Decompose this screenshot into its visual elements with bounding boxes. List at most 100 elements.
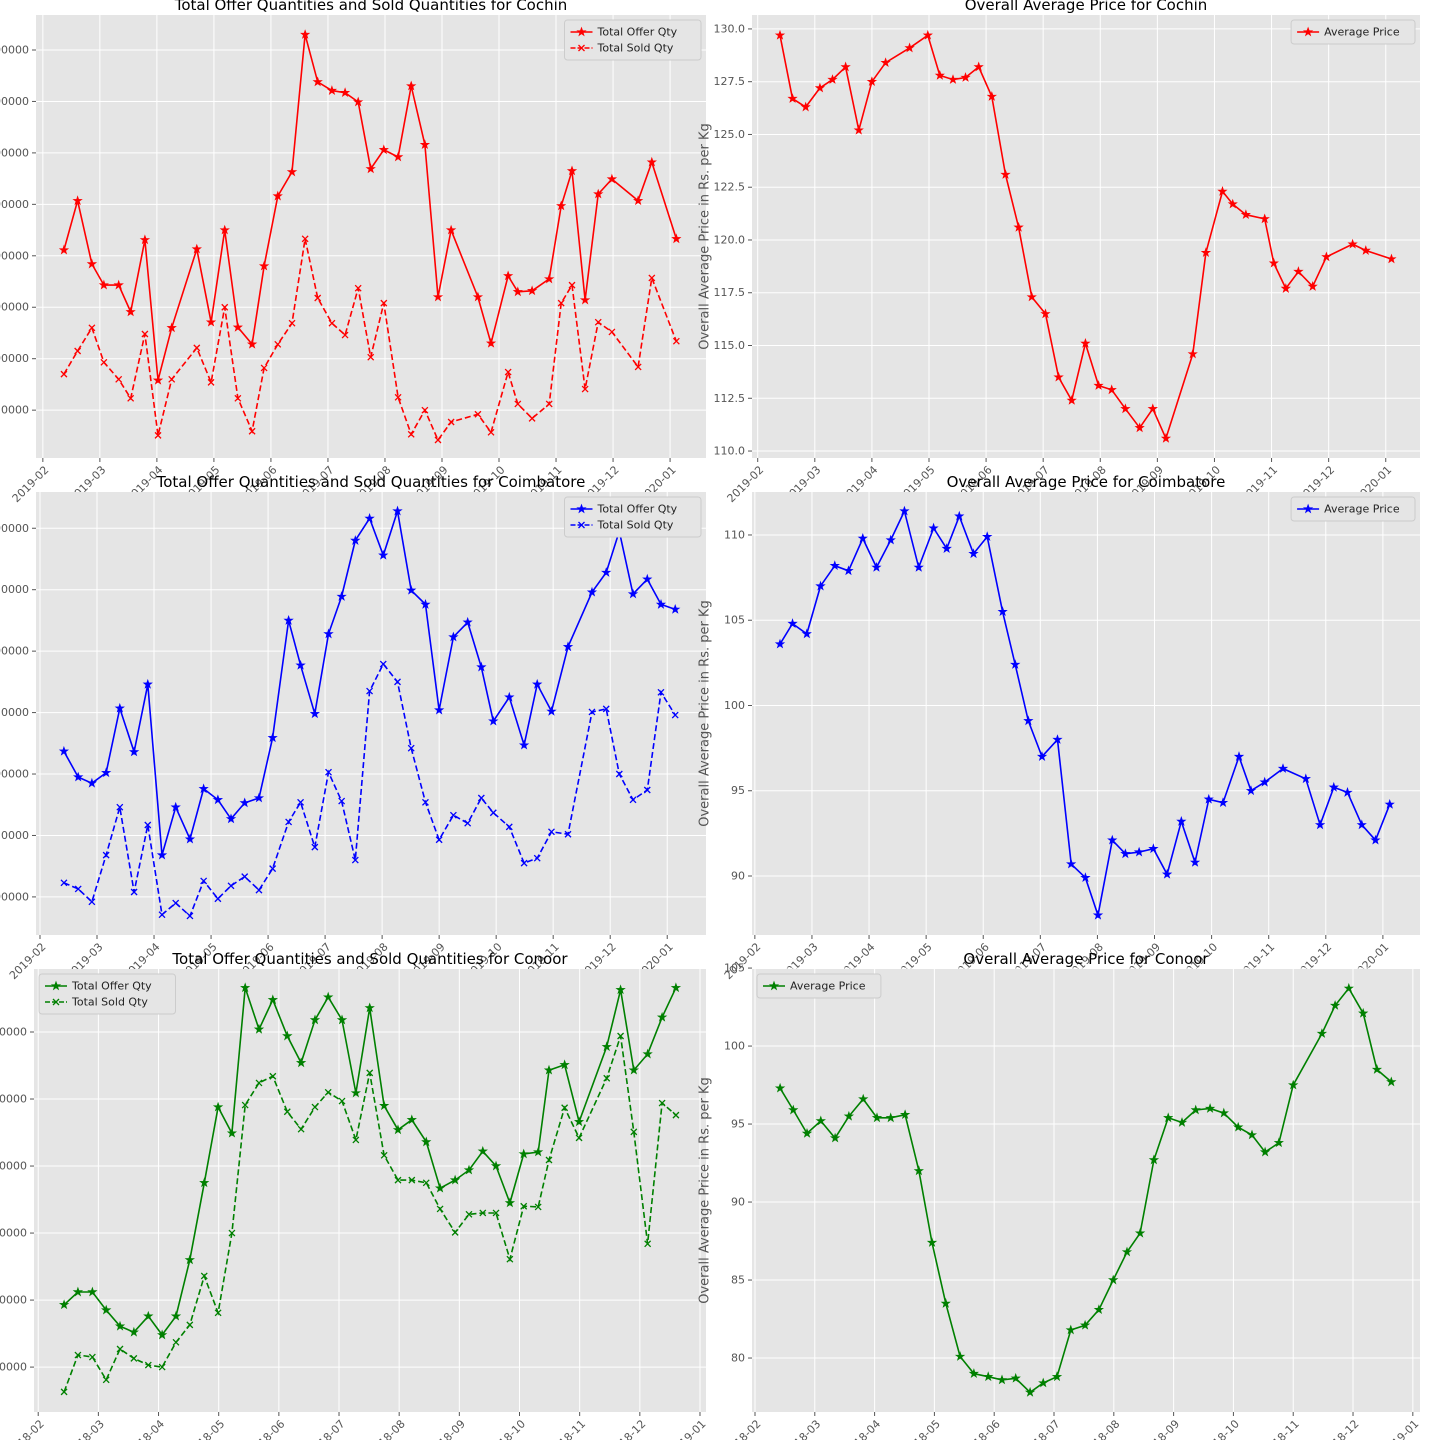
- marker-x: [602, 705, 610, 713]
- marker-star: [364, 512, 375, 523]
- x-tick-label: 2019-01: [1380, 1417, 1422, 1440]
- marker-x: [514, 400, 522, 408]
- marker-star: [1163, 1112, 1174, 1123]
- marker-x: [352, 1136, 360, 1144]
- marker-star: [960, 72, 971, 82]
- marker-star: [240, 982, 251, 993]
- marker-x: [367, 353, 375, 361]
- marker-star: [339, 87, 351, 98]
- marker-star: [1329, 1000, 1341, 1010]
- marker-x: [88, 1353, 96, 1361]
- marker-x: [608, 328, 616, 336]
- marker-x: [557, 299, 565, 307]
- marker-star: [1176, 815, 1187, 826]
- marker-x: [328, 319, 336, 327]
- legend-box: [564, 19, 702, 61]
- marker-star: [477, 1145, 488, 1156]
- marker-star: [1302, 26, 1314, 37]
- marker-star: [1321, 251, 1332, 262]
- marker-star: [1268, 257, 1279, 268]
- marker-star: [996, 1374, 1008, 1385]
- marker-x: [533, 854, 541, 862]
- marker-x: [672, 1111, 680, 1119]
- marker-x: [479, 1209, 487, 1217]
- marker-x: [74, 1351, 82, 1359]
- marker-star: [885, 534, 896, 545]
- marker-star: [586, 586, 598, 597]
- marker-x: [594, 318, 602, 326]
- marker-star: [1013, 221, 1024, 232]
- marker-star: [166, 322, 177, 333]
- x-tick-label: 2018-09: [426, 1417, 468, 1440]
- marker-star: [1217, 185, 1228, 196]
- marker-star: [406, 1114, 417, 1125]
- marker-x: [465, 1210, 473, 1218]
- marker-x: [200, 877, 208, 885]
- x-tick-label: 2018-09: [1141, 1417, 1183, 1440]
- marker-star: [128, 1326, 139, 1337]
- marker-x: [394, 678, 401, 686]
- marker-star: [225, 813, 237, 824]
- chart-title: Overall Average Price for Cochin: [965, 0, 1208, 14]
- marker-x: [421, 406, 429, 414]
- marker-star: [139, 234, 151, 245]
- marker-star: [885, 1112, 896, 1123]
- x-tick-label: 2018-11: [1260, 1417, 1302, 1440]
- marker-star: [633, 195, 644, 206]
- marker-star: [272, 190, 283, 201]
- marker-x: [564, 830, 572, 838]
- marker-star: [406, 584, 417, 595]
- marker-star: [1386, 253, 1397, 264]
- marker-x: [435, 836, 443, 844]
- marker-star: [1227, 198, 1238, 209]
- marker-x: [380, 299, 388, 307]
- marker-star: [1245, 785, 1257, 796]
- marker-star: [1293, 266, 1304, 277]
- marker-star: [815, 1115, 826, 1126]
- marker-star: [191, 243, 202, 254]
- marker-star: [827, 74, 838, 84]
- chart-panel: 0000000000000000000000000000000000000002…: [0, 0, 706, 505]
- marker-star: [1134, 1227, 1146, 1238]
- marker-x: [451, 1228, 459, 1236]
- series-line: [63, 987, 677, 1337]
- marker-star: [968, 548, 979, 559]
- marker-star: [170, 1310, 182, 1321]
- marker-star: [656, 1011, 668, 1022]
- chart-panel: 000005000000000500000000050000000002019-…: [0, 473, 706, 982]
- legend-box: [1290, 496, 1416, 522]
- marker-star: [125, 306, 136, 317]
- marker-star: [50, 980, 62, 991]
- marker-star: [518, 1148, 529, 1159]
- marker-x: [172, 899, 180, 907]
- y-tick-label: 80: [731, 1352, 745, 1365]
- x-tick-label: 2018-06: [961, 1417, 1003, 1440]
- marker-x: [186, 1321, 194, 1329]
- marker-star: [267, 732, 278, 743]
- marker-star: [419, 139, 431, 150]
- marker-star: [814, 82, 826, 93]
- marker-star: [432, 291, 444, 302]
- marker-star: [1300, 773, 1311, 784]
- marker-x: [297, 798, 305, 806]
- x-tick-label: 2018-06: [246, 1417, 288, 1440]
- marker-star: [101, 1304, 112, 1315]
- marker-x: [341, 331, 349, 339]
- marker-star: [1080, 872, 1091, 883]
- marker-star: [628, 1064, 639, 1075]
- marker-star: [801, 1127, 813, 1138]
- marker-star: [576, 26, 587, 37]
- marker-star: [98, 279, 109, 290]
- marker-star: [787, 618, 798, 629]
- marker-star: [601, 567, 612, 577]
- marker-star: [774, 29, 786, 40]
- marker-star: [113, 279, 124, 290]
- marker-star: [253, 792, 265, 803]
- marker-star: [642, 1048, 653, 1059]
- marker-x: [241, 1101, 249, 1109]
- marker-star: [774, 1082, 786, 1093]
- marker-star: [1093, 380, 1104, 390]
- marker-x: [260, 364, 268, 372]
